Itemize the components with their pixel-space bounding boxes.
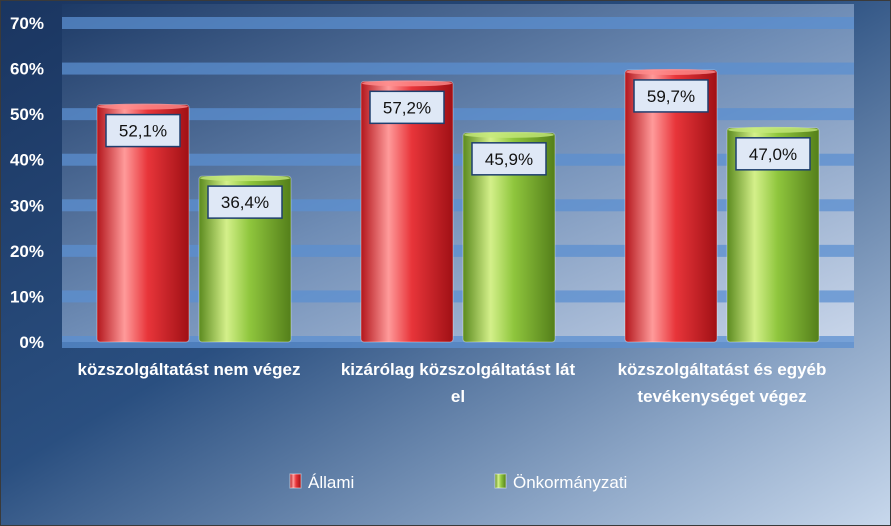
y-tick-label: 20%: [10, 242, 44, 261]
y-tick-label: 60%: [10, 60, 44, 79]
category-labels: közszolgáltatást nem végez kizárólag közs…: [78, 360, 827, 406]
data-label: 36,4%: [207, 185, 283, 219]
data-label-box: [471, 142, 547, 176]
y-tick-label: 50%: [10, 105, 44, 124]
gridline: [62, 62, 854, 75]
bar-cap: [728, 126, 818, 133]
data-labels: 52,1% 57,2% 59,7% 36,4% 45,9% 47,0%: [105, 79, 811, 219]
data-label-text: 59,7%: [647, 87, 695, 106]
data-label: 57,2%: [369, 90, 445, 125]
category-label: kizárólag közszolgáltatást lát: [341, 360, 576, 379]
gridline: [62, 17, 854, 29]
y-tick-label: 0%: [19, 333, 44, 352]
data-label-box: [735, 137, 811, 171]
category-label: közszolgáltatást nem végez: [78, 360, 301, 379]
bar-cap: [98, 103, 188, 110]
data-label-text: 36,4%: [221, 193, 269, 212]
legend-label: Állami: [308, 473, 354, 492]
y-tick-label: 10%: [10, 287, 44, 306]
y-axis-ticks: 0% 10% 20% 30% 40% 50% 60% 70%: [10, 14, 44, 352]
bar-cap: [464, 131, 554, 138]
data-label-text: 52,1%: [119, 122, 167, 141]
data-label-box: [633, 79, 709, 113]
bar-cap: [362, 80, 452, 87]
legend-label: Önkormányzati: [513, 473, 627, 492]
data-label-text: 45,9%: [485, 150, 533, 169]
bar-cap: [200, 175, 290, 182]
legend: Állami Önkormányzati: [289, 473, 627, 492]
bar-cap: [626, 68, 716, 75]
data-label-box: [105, 113, 181, 148]
data-label: 47,0%: [735, 137, 811, 171]
y-tick-label: 30%: [10, 196, 44, 215]
category-label: tevékenységet végez: [637, 387, 806, 406]
legend-swatch: [494, 473, 507, 489]
legend-swatch: [289, 473, 302, 489]
data-label-box: [369, 90, 445, 125]
y-tick-label: 70%: [10, 14, 44, 33]
plot-area: [62, 4, 854, 342]
category-label: közszolgáltatást és egyéb: [618, 360, 827, 379]
data-label-box: [207, 185, 283, 219]
y-tick-label: 40%: [10, 151, 44, 170]
category-label: el: [451, 387, 465, 406]
data-label-text: 47,0%: [749, 145, 797, 164]
data-label: 59,7%: [633, 79, 709, 113]
data-label: 45,9%: [471, 142, 547, 176]
data-label: 52,1%: [105, 113, 181, 148]
data-label-text: 57,2%: [383, 98, 431, 117]
